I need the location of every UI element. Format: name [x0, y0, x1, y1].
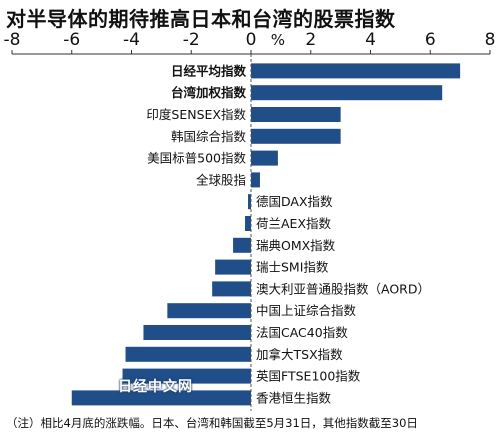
bar — [248, 194, 251, 210]
category-label: 美国标普500指数 — [147, 151, 246, 166]
x-tick-label: 2 — [305, 30, 316, 50]
bar — [245, 216, 251, 231]
category-label: 德国DAX指数 — [256, 194, 333, 209]
x-tick-label: 6 — [425, 30, 436, 50]
category-label: 台湾加权指数 — [171, 85, 247, 100]
x-tick-label: -8 — [4, 30, 21, 50]
bar — [251, 172, 260, 188]
unit-label: % — [271, 31, 285, 49]
category-label: 法国CAC40指数 — [256, 325, 348, 340]
category-label: 加拿大TSX指数 — [256, 347, 343, 362]
bar — [251, 63, 461, 79]
category-label: 全球股指 — [196, 172, 246, 187]
bar — [233, 237, 251, 253]
category-label: 印度SENSEX指数 — [146, 107, 246, 122]
category-label: 日经平均指数 — [171, 63, 247, 78]
bar — [215, 259, 251, 275]
category-label: 荷兰AEX指数 — [256, 216, 332, 231]
category-labels: 日经平均指数台湾加权指数印度SENSEX指数韩国综合指数美国标普500指数全球股… — [146, 63, 430, 405]
bar — [167, 303, 251, 319]
bar — [143, 325, 251, 340]
bar-series — [71, 63, 461, 406]
category-label: 英国FTSE100指数 — [256, 369, 361, 384]
x-tick-label: 0 — [246, 30, 257, 50]
x-tick-label: 8 — [485, 30, 496, 50]
bar — [251, 128, 341, 144]
x-tick-label: -4 — [123, 30, 140, 50]
x-tick-label: -6 — [63, 30, 80, 50]
watermark-logo: 日经中文网 — [118, 379, 193, 395]
bar — [251, 107, 341, 122]
bar — [251, 150, 278, 166]
x-tick-label: 4 — [365, 30, 376, 50]
chart-title: 对半导体的期待推高日本和台湾的股票指数 — [6, 7, 396, 31]
category-label: 澳大利亚普通股指数（AORD） — [256, 281, 430, 296]
category-label: 香港恒生指数 — [256, 390, 332, 405]
category-label: 瑞典OMX指数 — [256, 238, 336, 253]
bar — [125, 346, 251, 362]
x-axis-ticks: -8 -6 -4 -2 0 2 4 6 8% — [4, 30, 496, 54]
bar — [71, 390, 251, 406]
category-label: 中国上证综合指数 — [256, 303, 357, 318]
bar — [212, 281, 251, 297]
footnote: （注）相比4月底的涨跌幅。日本、台湾和韩国截至5月31日，其他指数截至30日 — [6, 416, 418, 430]
bar — [251, 85, 443, 101]
bar — [122, 368, 251, 384]
category-label: 瑞士SMI指数 — [256, 260, 329, 275]
x-tick-label: -2 — [183, 30, 200, 50]
category-label: 韩国综合指数 — [171, 129, 247, 144]
